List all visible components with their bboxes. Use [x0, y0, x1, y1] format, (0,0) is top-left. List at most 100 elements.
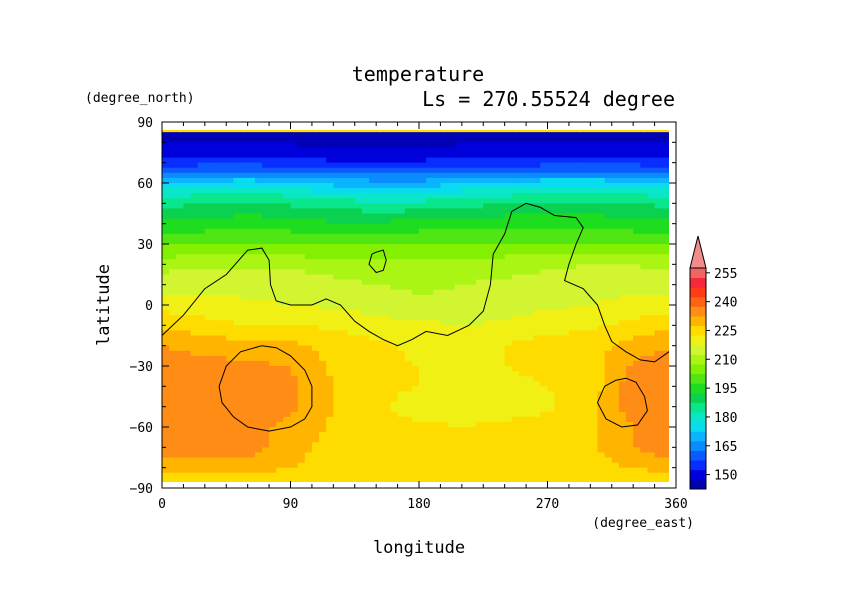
- field-cell: [476, 274, 484, 281]
- field-cell: [476, 130, 484, 133]
- field-cell: [504, 366, 513, 372]
- field-cell: [211, 249, 220, 255]
- field-cell: [618, 188, 627, 194]
- field-cell: [226, 406, 234, 413]
- field-cell: [176, 305, 185, 311]
- field-cell: [411, 228, 420, 235]
- field-cell: [376, 457, 384, 464]
- field-cell: [376, 198, 384, 204]
- field-cell: [219, 345, 227, 352]
- field-cell: [597, 315, 606, 321]
- field-cell: [397, 294, 406, 301]
- field-cell: [254, 130, 263, 133]
- field-cell: [347, 147, 356, 154]
- field-cell: [261, 340, 270, 347]
- field-cell: [197, 132, 206, 138]
- field-cell: [354, 147, 363, 154]
- field-cell: [183, 381, 192, 387]
- field-cell: [204, 452, 213, 459]
- field-cell: [411, 152, 420, 159]
- field-cell: [162, 254, 170, 260]
- field-cell: [426, 462, 434, 469]
- field-cell: [568, 157, 577, 164]
- field-cell: [247, 198, 256, 204]
- field-cell: [526, 223, 534, 230]
- field-cell: [454, 132, 463, 138]
- field-cell: [283, 254, 292, 260]
- field-cell: [554, 259, 563, 265]
- field-cell: [419, 315, 427, 321]
- field-cell: [369, 442, 377, 448]
- field-cell: [261, 330, 270, 337]
- field-cell: [433, 198, 442, 204]
- field-cell: [640, 447, 649, 454]
- field-cell: [162, 142, 170, 149]
- field-cell: [419, 467, 427, 474]
- field-cell: [640, 355, 649, 362]
- field-cell: [233, 238, 242, 245]
- field-cell: [633, 391, 641, 398]
- field-cell: [633, 457, 641, 464]
- field-cell: [397, 340, 406, 347]
- field-cell: [304, 355, 313, 362]
- field-cell: [333, 355, 342, 362]
- field-cell: [383, 294, 392, 301]
- field-cell: [618, 467, 627, 474]
- field-cell: [347, 177, 356, 184]
- field-cell: [626, 289, 634, 296]
- field-cell: [254, 371, 263, 377]
- field-cell: [404, 244, 413, 250]
- field-cell: [576, 132, 584, 138]
- field-cell: [497, 391, 506, 398]
- field-cell: [611, 411, 620, 418]
- field-cell: [618, 411, 627, 418]
- field-cell: [347, 391, 356, 398]
- field-cell: [240, 325, 249, 332]
- field-cell: [376, 350, 384, 357]
- field-cell: [176, 437, 185, 443]
- field-cell: [661, 238, 669, 245]
- field-cell: [476, 386, 484, 393]
- field-cell: [347, 213, 356, 220]
- field-cell: [576, 427, 584, 433]
- field-cell: [612, 122, 620, 128]
- field-cell: [547, 350, 556, 357]
- field-cell: [604, 432, 613, 438]
- field-cell: [226, 269, 234, 276]
- field-cell: [197, 330, 206, 337]
- field-cell: [483, 452, 491, 459]
- field-cell: [297, 279, 306, 286]
- field-cell: [490, 411, 499, 418]
- field-cell: [483, 421, 491, 428]
- field-cell: [511, 213, 520, 220]
- field-cell: [547, 279, 556, 286]
- field-cell: [633, 467, 641, 474]
- field-cell: [219, 274, 227, 281]
- field-cell: [654, 193, 663, 199]
- field-cell: [647, 244, 656, 250]
- field-cell: [611, 305, 620, 311]
- field-cell: [661, 355, 669, 362]
- field-cell: [568, 360, 577, 367]
- field-cell: [319, 427, 327, 433]
- field-cell: [333, 416, 342, 423]
- field-cell: [276, 396, 284, 403]
- field-cell: [340, 310, 349, 316]
- field-cell: [440, 218, 449, 225]
- field-cell: [190, 218, 199, 225]
- field-cell: [233, 269, 242, 276]
- field-cell: [640, 427, 649, 433]
- field-cell: [554, 467, 563, 474]
- field-cell: [176, 249, 185, 255]
- field-cell: [583, 467, 591, 474]
- field-cell: [461, 366, 470, 372]
- field-cell: [668, 249, 669, 255]
- field-cell: [518, 208, 527, 215]
- field-cell: [190, 442, 199, 448]
- field-cell: [269, 355, 277, 362]
- field-cell: [419, 259, 427, 265]
- field-cell: [333, 330, 342, 337]
- field-cell: [426, 467, 434, 474]
- field-cell: [554, 193, 563, 199]
- field-cell: [340, 406, 349, 413]
